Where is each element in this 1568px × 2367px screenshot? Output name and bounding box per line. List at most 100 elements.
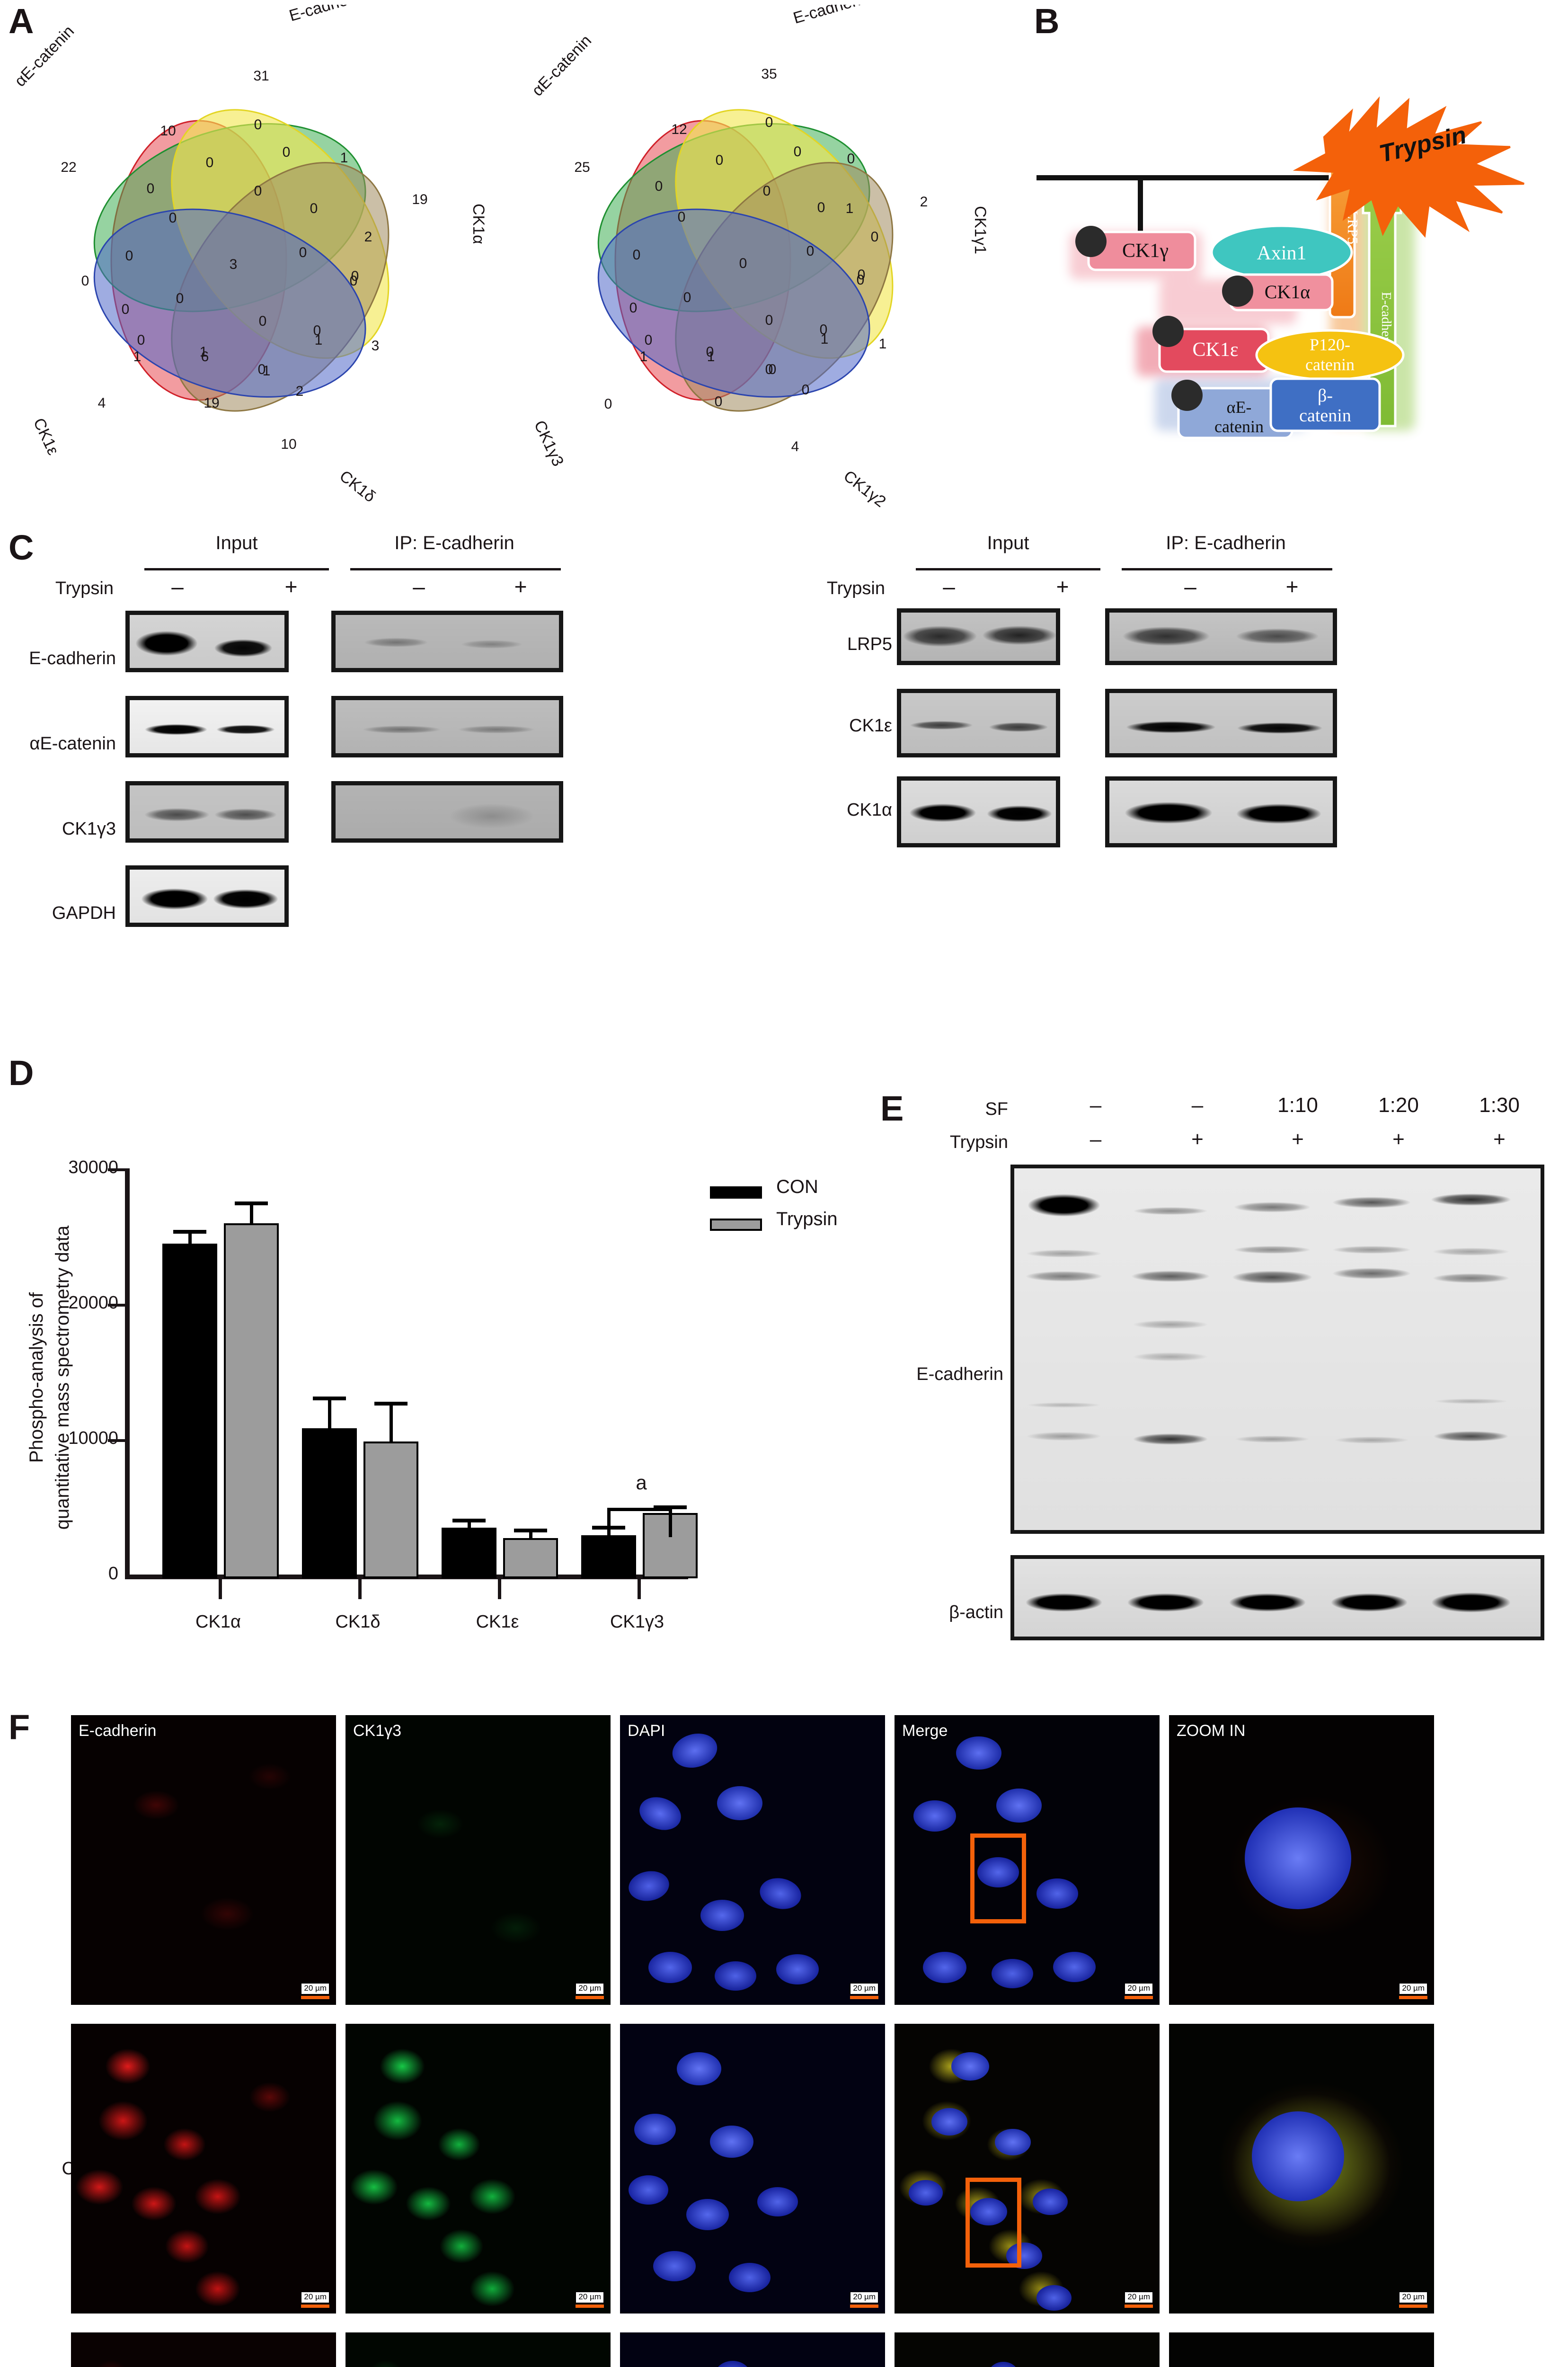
venn-right-label-ck1g3: CK1γ3 xyxy=(531,418,567,469)
micrograph-trypsin-e-cadherin: 20 µm xyxy=(71,2332,336,2367)
trypsin-burst: Trypsin xyxy=(1293,96,1524,238)
venn-right-count-r8: 0 xyxy=(871,229,879,245)
scalebar-con-merge: 20 µm xyxy=(1125,2292,1153,2308)
micrograph-trypsin-ck1g3: 20 µm xyxy=(345,2332,611,2367)
venn-left-count-r30: 0 xyxy=(350,273,358,289)
ae-catenin-label-line1: αE- xyxy=(1227,398,1252,417)
roi-box-con[interactable] xyxy=(966,2178,1021,2268)
venn-left-count-r17: 0 xyxy=(176,291,184,306)
venn-left-count-r20: 0 xyxy=(137,332,145,348)
errorbar-ck1a-trypsin-cap xyxy=(235,1201,268,1205)
panel-letter-a: A xyxy=(9,1,34,41)
scalebar-text: 20 µm xyxy=(850,2292,878,2303)
venn-right-count-ck1g1-only: 2 xyxy=(920,194,928,210)
micrograph-con-ck1g3: 20 µm xyxy=(345,2024,611,2314)
complex-schematic-svg: LRP5 E-cadherin Trypsin CK1γ Axin1 CK1α xyxy=(1036,96,1524,439)
venn-left-count-r8: 2 xyxy=(364,229,372,245)
panel-c-left-lane1-sign: – xyxy=(171,574,184,599)
panel-e-trypsin-label: Trypsin xyxy=(949,1132,1008,1152)
scalebar-line xyxy=(576,2305,604,2308)
panel-e-trypsin-lane1: – xyxy=(1090,1128,1102,1151)
venn-left-label-e-cadherin: E-cadherin xyxy=(287,5,367,25)
scalebar-line xyxy=(850,2305,878,2308)
panel-e-blot-label-b-actin: β-actin xyxy=(949,1602,1003,1622)
chart-ylabel-line2: quantitative mass spectrometry data xyxy=(52,1225,73,1530)
panel-f: F IgG CON Trypsin E-cadherin 20 µm CK1γ3… xyxy=(0,1685,1568,2367)
panel-e-sf-lane3: 1:10 xyxy=(1277,1094,1318,1117)
venn-right-count-r29: 0 xyxy=(765,362,773,377)
venn-left-count-r26: 1 xyxy=(263,363,271,379)
scalebar-text: 20 µm xyxy=(301,1983,329,1994)
venn-right-count-ecad-only: 35 xyxy=(761,66,777,82)
panel-e-sf-lane1: – xyxy=(1090,1094,1102,1117)
venn-left-count-r15: 0 xyxy=(122,302,130,317)
panel-b-diagram: LRP5 E-cadherin Trypsin CK1γ Axin1 CK1α xyxy=(1003,5,1567,521)
p120-catenin-node: P120- catenin xyxy=(1255,329,1405,381)
venn-diagram-right: αE-catenin E-cadherin CK1γ1 CK1γ2 CK1γ3 … xyxy=(511,5,1001,518)
venn-right-count-r28: 0 xyxy=(715,394,723,409)
blot-input-ae-catenin xyxy=(125,696,289,757)
venn-left-count-r18: 0 xyxy=(259,313,267,329)
venn-right-count-r9: 0 xyxy=(678,209,686,225)
blot-input-ck1e xyxy=(897,689,1060,757)
panel-c-right-lane4-sign: + xyxy=(1285,574,1299,599)
scalebar-text: 20 µm xyxy=(1399,1983,1427,1994)
scalebar-line xyxy=(1125,1996,1153,1999)
roi-box-igg[interactable] xyxy=(970,1833,1026,1923)
errorbar-ck1d-con-cap xyxy=(313,1397,346,1400)
panel-c-left-header-input: Input xyxy=(215,533,258,553)
venn-left-count-r5: 0 xyxy=(206,155,214,170)
panel-e-trypsin-lane2: + xyxy=(1191,1128,1204,1151)
panel-c-left-lane3-sign: – xyxy=(413,574,425,599)
venn-right-count-r10: 0 xyxy=(817,200,825,215)
chart-ytick-10000: 10000 xyxy=(68,1428,118,1448)
phospho-dot-ck1epsilon xyxy=(1152,316,1184,347)
scalebar-line xyxy=(1125,2305,1153,2308)
panel-c-left-rule-input xyxy=(144,568,329,570)
venn-left-count-r2: 0 xyxy=(254,117,262,133)
venn-left-count-r21: 1 xyxy=(200,344,208,360)
chart-ytick-20000: 20000 xyxy=(68,1293,118,1313)
venn-left-count-r13: 0 xyxy=(299,245,307,260)
venn-right-count-r16: 0 xyxy=(739,256,747,271)
beta-catenin-label-line1: β- xyxy=(1318,386,1333,406)
chart-ytick-mark-10000 xyxy=(108,1439,125,1442)
panel-e-trypsin-lane3: + xyxy=(1292,1128,1304,1151)
scalebar-igg-e-cadherin: 20 µm xyxy=(301,1983,329,1999)
scalebar-text: 20 µm xyxy=(1125,2292,1153,2303)
venn-right-count-r1: 12 xyxy=(671,122,687,137)
venn-left-count-r11: 0 xyxy=(125,248,133,264)
legend-label-con: CON xyxy=(776,1176,818,1197)
panel-c-left-rule-ip xyxy=(350,568,561,570)
venn-right-count-r26: 0 xyxy=(769,362,777,377)
scalebar-igg-ck1g3: 20 µm xyxy=(576,1983,604,1999)
micrograph-trypsin-zoom-in: 20 µm xyxy=(1169,2332,1434,2367)
blot-input-gapdh xyxy=(125,865,289,927)
legend-swatch-con xyxy=(710,1186,762,1199)
panel-d-chart: D Phospho-analysis of quantitative mass … xyxy=(0,1046,852,1681)
venn-right-count-r25: 1 xyxy=(707,349,715,365)
venn-left-count-ck1d-only: 10 xyxy=(281,436,296,452)
venn-left-label-ck1d: CK1δ xyxy=(336,467,379,506)
sig-bracket-left xyxy=(607,1508,611,1537)
micrograph-igg-merge: Merge 20 µm xyxy=(895,1715,1160,2005)
panel-letter-e: E xyxy=(880,1089,904,1128)
venn-right-count-r2: 0 xyxy=(765,115,773,130)
panel-c-left-header-ip: IP: E-cadherin xyxy=(394,533,514,553)
scalebar-line xyxy=(301,2305,329,2308)
chart-xtick-label-ck1e: CK1ε xyxy=(476,1612,519,1632)
panel-e: E SF Trypsin – – 1:10 1:20 1:30 – + + + … xyxy=(852,1046,1568,1681)
ae-catenin-label-line2: catenin xyxy=(1214,417,1264,436)
errorbar-ck1e-trypsin-stem xyxy=(529,1530,532,1538)
bar-ck1e-con xyxy=(442,1528,496,1578)
chart-xtick-label-ck1d: CK1δ xyxy=(335,1612,381,1632)
sig-bracket-right xyxy=(669,1508,672,1537)
micrograph-igg-dapi: DAPI 20 µm xyxy=(620,1715,885,2005)
bar-ck1e-trypsin xyxy=(503,1538,558,1578)
panel-e-sf-label: SF xyxy=(985,1099,1008,1119)
scalebar-igg-merge: 20 µm xyxy=(1125,1983,1153,1999)
blot-input-ck1g3 xyxy=(125,781,289,843)
chart-xtick-ck1d xyxy=(358,1579,362,1599)
venn-left-count-r10: 0 xyxy=(310,201,318,216)
micrograph-igg-ck1g3: CK1γ3 20 µm xyxy=(345,1715,611,2005)
